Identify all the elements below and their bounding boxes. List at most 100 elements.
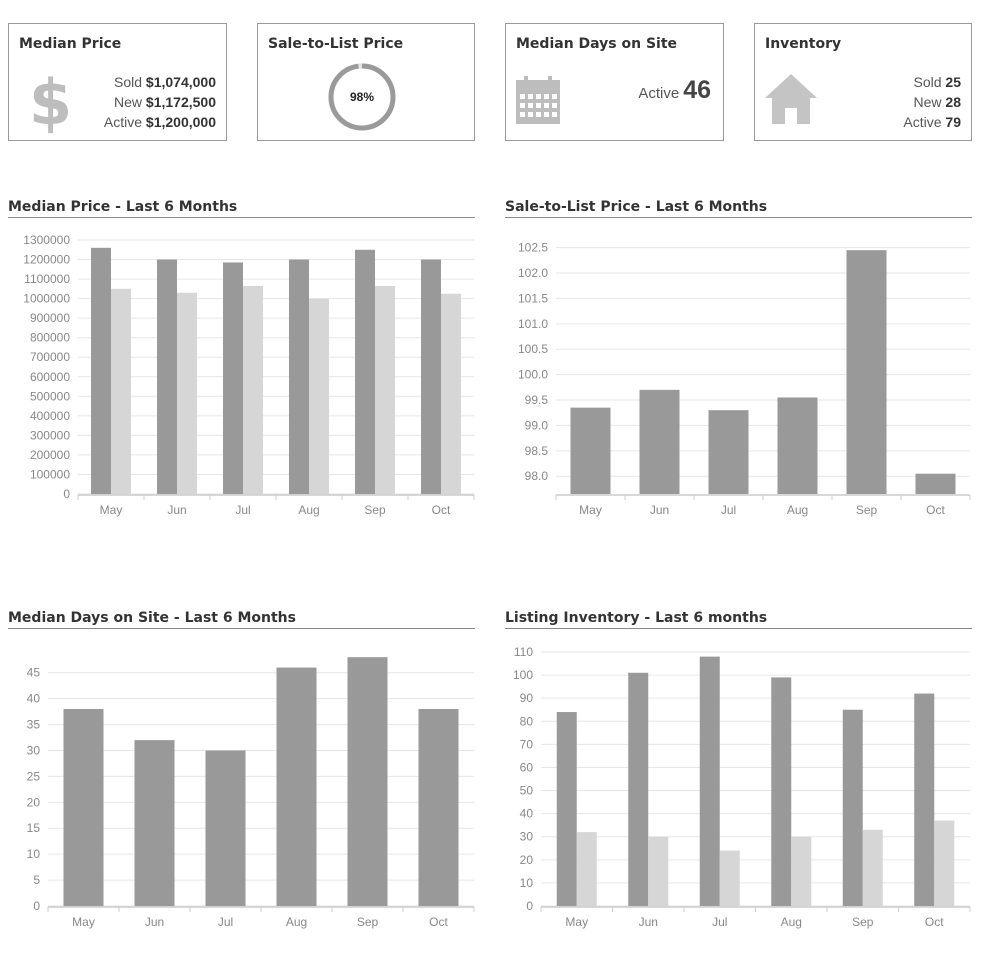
y-tick-label: 102.0 [518,266,548,280]
bar-aug-s0 [289,259,309,494]
bar-may-s0 [556,712,577,906]
inv-sold-label: Sold [913,74,942,90]
days-on-site-chart: 0 5 10 15 20 25 30 35 40 45 May Jun Jul Aug Sep Oct [27,657,475,929]
inv-new-label: New [913,94,942,110]
gauge-label: 98% [350,90,374,104]
y-tick-label: 80 [520,714,534,728]
active-label: Active [103,114,143,130]
y-tick-label: 800000 [30,331,70,345]
y-tick-label: 5 [33,873,40,887]
sale-to-list-gauge: 98% [328,63,396,131]
y-tick-label: 0 [526,899,533,913]
x-tick-label: Oct [925,915,944,929]
chart-title-inventory: Listing Inventory - Last 6 months [505,610,972,629]
x-tick-label: Aug [781,915,802,929]
sold-label: Sold [114,74,143,90]
y-tick-label: 1300000 [23,233,70,247]
dollar-icon: $ [29,66,73,139]
bar-oct-s1 [441,293,461,494]
y-tick-label: 100.0 [518,368,548,382]
bar-aug-s1 [309,298,329,494]
y-tick-label: 100 [513,668,533,682]
chart-title-sale-to-list: Sale-to-List Price - Last 6 Months [505,199,972,218]
inventory-card-title: Inventory [765,36,842,52]
y-tick-label: 1200000 [23,253,70,267]
gauge-arc [328,63,396,131]
x-tick-label: May [72,915,95,929]
y-tick-label: 400000 [30,409,70,423]
y-tick-label: 900000 [30,311,70,325]
bar-jul-s0 [205,750,246,906]
sale-to-list-card: Sale-to-List Price 98% [257,23,475,141]
active-value: $1,200,000 [145,114,216,130]
bar-jul-s0 [699,656,720,906]
inventory-card: Inventory Sold 25 New 28 Active 79 [754,23,972,141]
bar-aug-s0 [276,667,317,906]
bar-may-s0 [91,247,111,494]
bar-jul-s0 [223,262,243,494]
y-tick-label: 500000 [30,389,70,403]
x-tick-label: Aug [298,503,319,517]
bar-jun-s0 [157,259,177,494]
x-tick-label: Jul [712,915,727,929]
y-tick-label: 15 [27,821,41,835]
x-tick-label: Sep [364,503,386,517]
x-tick-label: Aug [787,503,808,517]
y-tick-label: 99.0 [525,418,549,432]
y-tick-label: 600000 [30,370,70,384]
y-tick-label: 1100000 [24,272,70,286]
bar-jun-s0 [134,740,175,906]
bar-jun-s0 [639,389,680,494]
chart-title-days-on-site: Median Days on Site - Last 6 Months [8,610,475,629]
bar-sep-s1 [375,285,395,494]
x-tick-label: Oct [429,915,448,929]
bar-oct-s0 [418,709,459,906]
y-tick-label: 0 [63,487,70,501]
x-tick-label: May [565,915,588,929]
x-tick-label: Sep [852,915,874,929]
new-label: New [114,94,143,110]
y-tick-label: 700000 [30,350,70,364]
x-tick-label: Jul [218,915,233,929]
bar-jul-s0 [708,410,749,494]
y-tick-label: 10 [27,847,41,861]
x-tick-label: Jun [145,915,164,929]
sale-to-list-card-title: Sale-to-List Price [268,36,404,52]
x-tick-label: May [100,503,123,517]
x-tick-label: Oct [926,503,945,517]
y-tick-label: 0 [33,899,40,913]
x-tick-label: Jun [639,915,658,929]
y-tick-label: 70 [520,737,534,751]
bar-may-s0 [570,407,611,494]
y-tick-label: 45 [27,666,41,680]
days-on-site-card-title: Median Days on Site [516,36,678,52]
median-price-stats: Sold $1,074,000 New $1,172,500 Active $1… [104,72,216,132]
bar-may-s0 [63,709,104,906]
y-tick-label: 1000000 [23,292,70,306]
x-tick-label: Jul [235,503,250,517]
inv-new-value: 28 [945,94,961,110]
bar-oct-s0 [421,259,441,494]
y-tick-label: 100.5 [518,342,548,356]
y-tick-label: 50 [520,784,534,798]
y-tick-label: 101.5 [518,291,548,305]
x-tick-label: Sep [357,915,379,929]
bar-jun-s1 [177,292,197,494]
x-tick-label: Jun [650,503,669,517]
bar-oct-s0 [914,693,935,906]
bar-sep-s1 [862,829,883,906]
new-value: $1,172,500 [145,94,216,110]
bar-aug-s0 [777,397,818,494]
x-tick-label: Jun [167,503,186,517]
days-active-stat: Active 46 [638,76,711,105]
y-tick-label: 100000 [30,467,70,481]
median-price-card: Median Price $ Sold $1,074,000 New $1,17… [8,23,227,141]
bar-sep-s0 [355,249,375,494]
y-tick-label: 98.0 [525,469,549,483]
y-tick-label: 20 [27,795,41,809]
x-tick-label: Jul [721,503,736,517]
bar-jun-s1 [648,836,669,906]
bar-aug-s0 [771,677,792,906]
bar-may-s1 [576,832,597,906]
x-tick-label: Aug [286,915,307,929]
